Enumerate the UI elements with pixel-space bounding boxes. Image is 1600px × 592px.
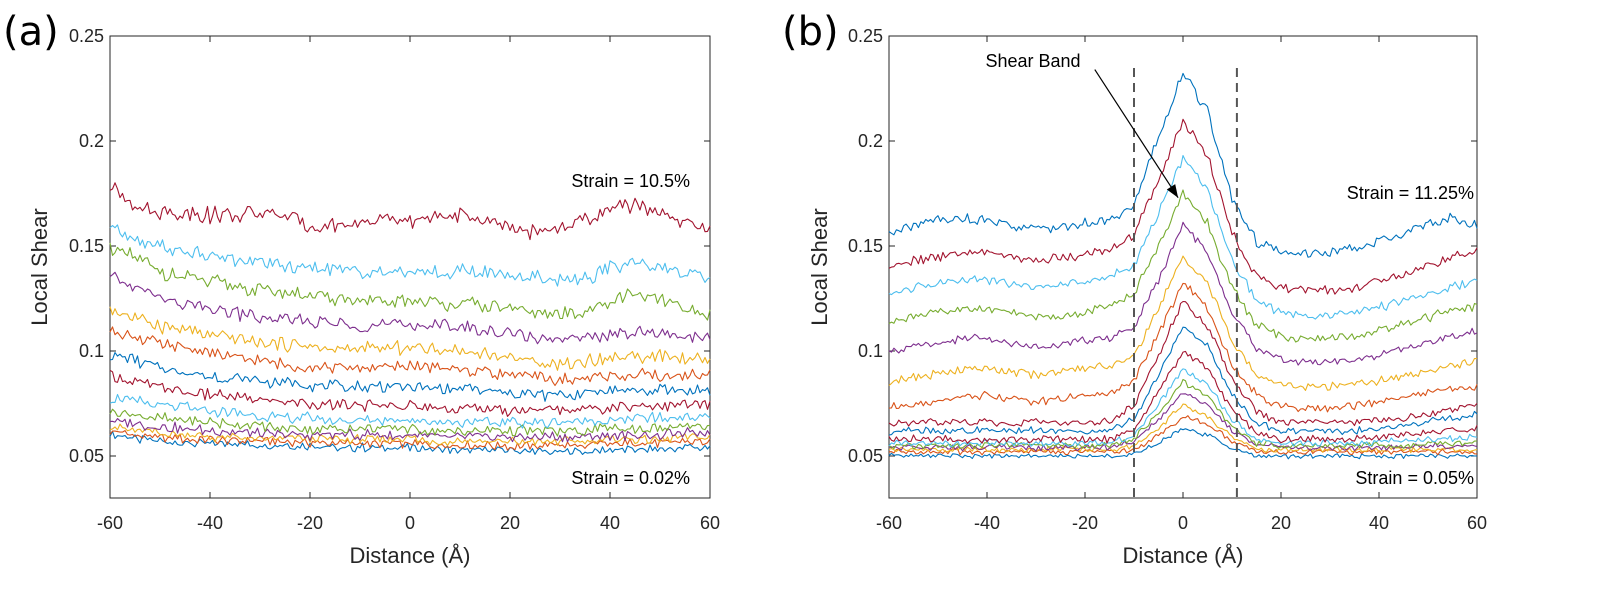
panel-a-series-line-s5	[109, 408, 711, 437]
panel-b-y-tick-label: 0.2	[858, 131, 883, 151]
panel-b-series-line-s5	[888, 378, 1478, 450]
panel-a-series-line-s9	[109, 326, 711, 387]
panel-b-x-tick-label: 20	[1271, 513, 1291, 533]
panel-b-annotation-bottom: Strain = 0.05%	[1355, 468, 1474, 488]
panel-a-x-axis-label: Distance (Å)	[349, 543, 470, 568]
panel-a-series-line-s2	[109, 430, 711, 451]
panel-a-series	[109, 182, 711, 456]
panel-a-y-axis-label: Local Shear	[27, 208, 52, 325]
panel-a-series-line-s7	[109, 369, 711, 417]
panel-a-y-tick-label: 0.1	[79, 341, 104, 361]
panel-b-x-tick-label: -20	[1072, 513, 1098, 533]
panel-b-series-line-s10	[888, 282, 1478, 413]
panel-a-annotation-bottom: Strain = 0.02%	[571, 468, 690, 488]
panel-a-tick-labels: -60 -40 -20 0 20 40 60 0.05 0.1 0.15 0.2 0.25	[69, 26, 720, 533]
panel-b-series-line-s4	[888, 393, 1478, 452]
panel-b-annotation-top: Strain = 11.25%	[1347, 183, 1474, 203]
panel-b-x-tick-label: -40	[974, 513, 1000, 533]
panel-a-y-tick-label: 0.25	[69, 26, 104, 46]
panel-b-tick-labels: -60 -40 -20 0 20 40 60 0.05 0.1 0.15 0.2 0.25	[848, 26, 1487, 533]
panel-a-y-tick-label: 0.2	[79, 131, 104, 151]
panel-a-series-line-s8	[109, 352, 711, 402]
panel-b-letter: (b)	[782, 9, 839, 55]
panel-b-series-line-s16	[888, 72, 1478, 258]
panel-a-x-tick-label: 60	[700, 513, 720, 533]
panel-b-x-tick-label: -60	[876, 513, 902, 533]
panel-b-y-tick-label: 0.25	[848, 26, 883, 46]
panel-a-letter: (a)	[3, 9, 59, 55]
panel-b-x-tick-label: 60	[1467, 513, 1487, 533]
panel-a-x-tick-label: 20	[500, 513, 520, 533]
panel-a-series-line-s13	[109, 224, 711, 287]
panel-b-x-tick-label: 0	[1178, 513, 1188, 533]
panel-b-series-line-s7	[888, 350, 1478, 444]
panel-b-series-line-s12	[888, 221, 1478, 366]
panel-a-series-line-s12	[109, 242, 711, 321]
panel-b-x-tick-label: 40	[1369, 513, 1389, 533]
panel-b-series	[888, 72, 1478, 460]
panel-a-series-line-s4	[109, 418, 711, 443]
panel-a-x-tick-label: 40	[600, 513, 620, 533]
panel-a-chart: (a) -60 -40 -20 0 20 40 60 0.05 0.1 0.15 0.2 0.25 S…	[3, 9, 720, 568]
panel-a-plot-frame	[109, 35, 711, 499]
panel-b-y-tick-label: 0.1	[858, 341, 883, 361]
panel-b-x-axis-label: Distance (Å)	[1122, 543, 1243, 568]
panel-b-series-line-s14	[888, 154, 1478, 320]
panel-b-plot-frame	[888, 35, 1478, 499]
panel-b-series-line-s15	[888, 118, 1478, 295]
panel-b-series-line-s13	[888, 189, 1478, 343]
panel-b-series-line-s9	[888, 300, 1478, 427]
panel-b-y-tick-label: 0.15	[848, 236, 883, 256]
panel-a-series-line-s1	[109, 430, 711, 456]
panel-a-x-tick-label: -60	[97, 513, 123, 533]
panel-a-series-line-s10	[109, 306, 711, 371]
panel-a-series-line-s6	[109, 393, 711, 429]
panel-a-y-tick-label: 0.05	[69, 446, 104, 466]
panel-a-series-line-s11	[109, 271, 711, 345]
panel-b-series-line-s3	[888, 403, 1478, 454]
panel-b-shear-band-label: Shear Band	[985, 51, 1080, 71]
panel-a-annotation-top: Strain = 10.5%	[571, 171, 690, 191]
panel-b-shear-band-lines	[1133, 68, 1238, 498]
panel-a-ticks	[109, 35, 711, 498]
panel-b-series-line-s8	[888, 326, 1478, 436]
panel-a-x-tick-label: -20	[297, 513, 323, 533]
panel-a-series-line-s14	[109, 182, 711, 241]
panel-b-chart: (b) -60 -40 -20 0 20 40 60 0.05 0.1 0.15 0.2 0.25 S…	[782, 9, 1487, 568]
panel-b-y-tick-label: 0.05	[848, 446, 883, 466]
panel-b-arrow-head	[1166, 184, 1179, 198]
panel-a-y-tick-label: 0.15	[69, 236, 104, 256]
panel-a-x-tick-label: 0	[405, 513, 415, 533]
panel-b-arrow-shaft	[1094, 69, 1179, 199]
panel-b-series-line-s11	[888, 255, 1478, 391]
panel-b-series-line-s1	[888, 428, 1478, 460]
panel-b-y-axis-label: Local Shear	[807, 208, 832, 325]
panel-b-shear-band-arrow	[1094, 69, 1179, 199]
panel-a-x-tick-label: -40	[197, 513, 223, 533]
